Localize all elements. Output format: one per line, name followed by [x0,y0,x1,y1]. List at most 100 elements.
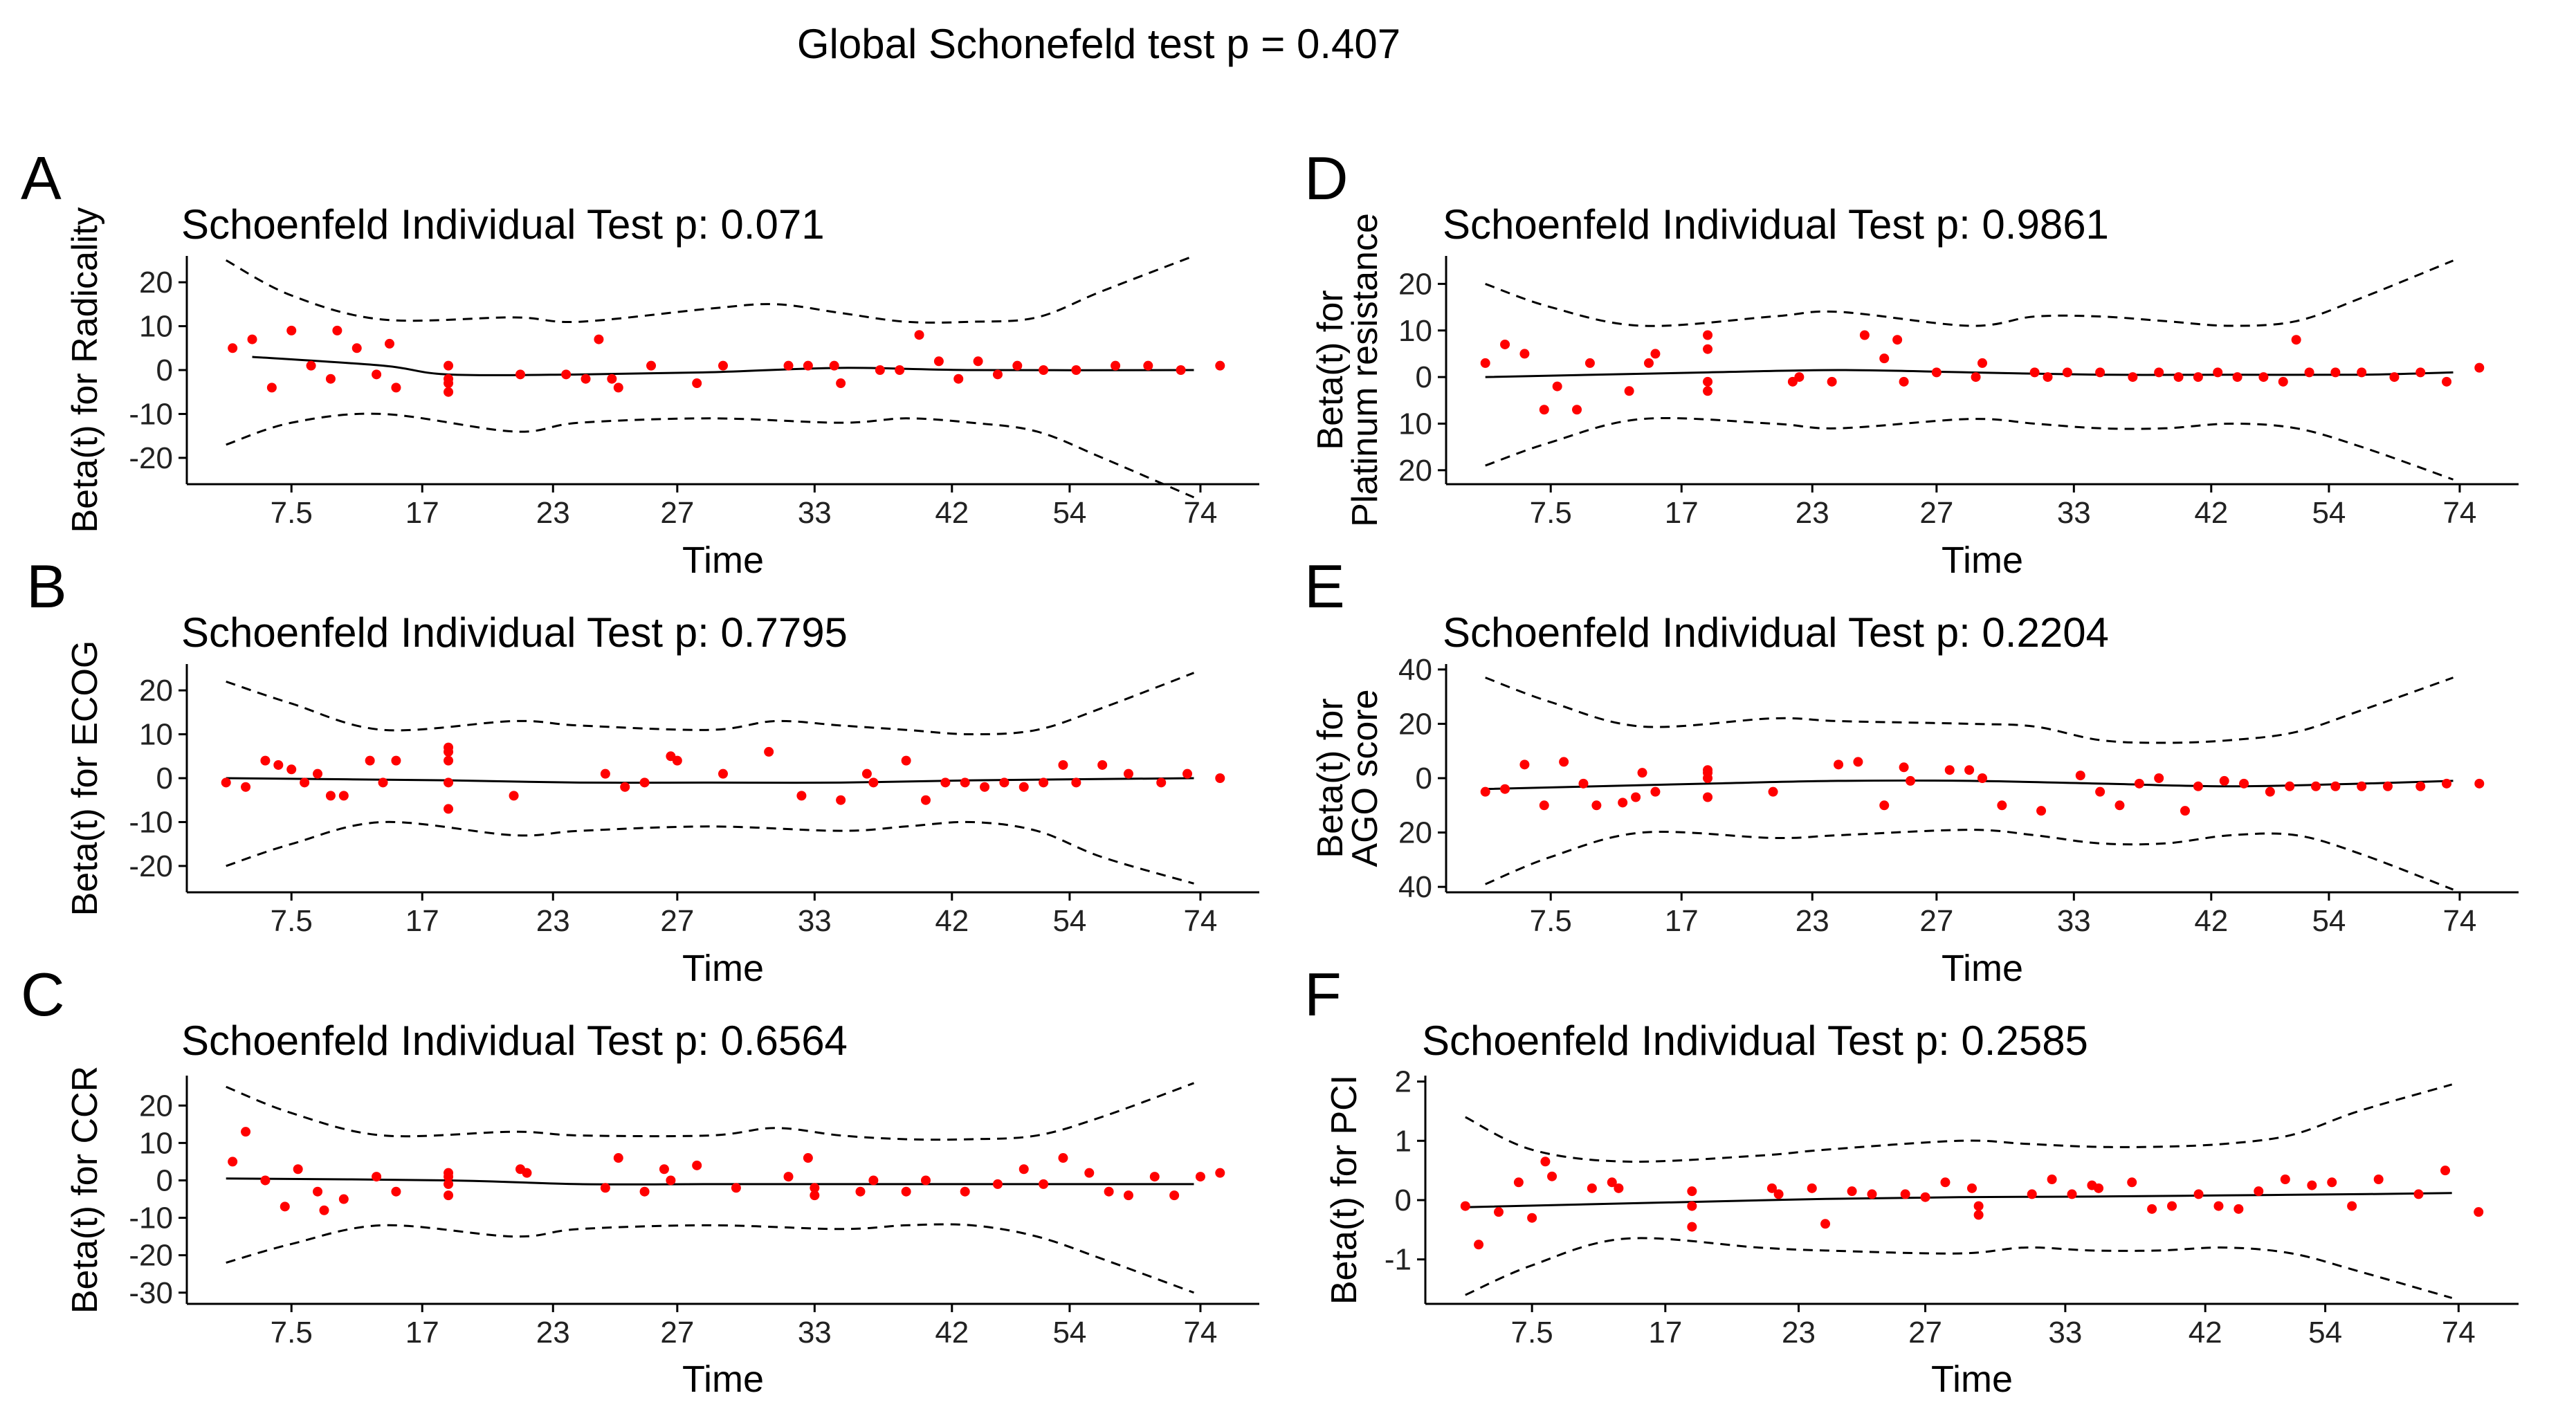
x-tick-label: 74 [1183,904,1217,938]
residual-point [2062,367,2072,378]
residual-point [868,777,879,788]
residual-point [286,764,297,775]
y-axis-label: AGO score [1345,689,1385,867]
residual-point [1012,360,1023,371]
residual-point [384,338,394,349]
residual-point [2180,806,2190,816]
residual-point [1997,800,2007,811]
residual-point [325,374,336,384]
residual-point [2442,376,2452,387]
panel-title: Schoenfeld Individual Test p: 0.6564 [181,1018,848,1064]
y-tick-label: 20 [1398,267,1432,301]
y-tick-label: 0 [1416,762,1432,795]
residual-point [444,755,454,766]
residual-point [1867,1189,1877,1199]
x-tick-label: 33 [798,496,832,530]
x-tick-label: 54 [1052,1316,1086,1350]
residual-point [783,1172,794,1182]
residual-point [1039,365,1049,375]
residual-point [718,360,728,371]
residual-point [1547,1171,1558,1181]
residual-point [1650,349,1661,359]
residual-point [914,330,924,340]
y-tick-label: 40 [1398,653,1432,687]
residual-point [613,1153,623,1163]
residual-point [444,746,454,757]
x-axis-label: Time [682,540,764,581]
residual-point [2382,781,2393,791]
residual-point [1578,778,1589,789]
residual-point [646,360,657,371]
residual-point [2213,1201,2224,1211]
x-tick-label: 42 [935,1316,969,1350]
y-tick-label: 20 [1398,454,1432,488]
residual-point [1618,798,1628,808]
x-tick-label: 74 [2442,904,2476,938]
residual-point [293,1164,303,1175]
residual-point [992,1179,1003,1189]
residual-point [1572,405,1582,415]
x-tick-label: 54 [1052,904,1086,938]
residual-point [1552,381,1562,392]
residual-point [1859,330,1870,340]
residual-point [613,383,623,393]
x-axis-label: Time [1942,948,2023,989]
residual-point [2094,1183,2104,1193]
residual-point [1149,1172,1160,1182]
residual-point [861,768,872,779]
x-tick-label: 23 [536,904,570,938]
y-tick-label: 20 [1398,707,1432,741]
residual-point [1111,360,1121,371]
residual-point [2193,372,2203,383]
residual-point [365,755,375,766]
residual-point [306,360,316,371]
x-tick-label: 17 [1665,496,1699,530]
residual-point [581,374,591,384]
residual-point [351,343,362,353]
y-axis-label: Beta(t) for [1310,290,1351,450]
x-axis-label: Time [682,1359,764,1400]
residual-point [1703,330,1713,340]
residual-point [2075,771,2085,781]
y-tick-label: -20 [129,1239,173,1273]
residual-point [1920,1192,1930,1202]
residual-point [2474,778,2485,789]
residual-point [764,746,774,757]
residual-point [2347,1201,2357,1211]
panel-d: D Schoenfeld Individual Test p: 0.9861 20 1… [1304,144,2519,581]
x-tick-label: 54 [2312,496,2346,530]
smoothed-beta-line [1465,1192,2452,1208]
residual-point [868,1175,879,1186]
x-tick-label: 27 [1919,904,1953,938]
lower-ci-band [1465,1237,2453,1299]
residual-point [1513,1177,1524,1188]
residual-point [1215,773,1225,783]
residual-point [1977,358,1987,368]
residual-point [2304,367,2314,378]
x-tick-label: 27 [1919,496,1953,530]
y-tick-label: 10 [139,1126,173,1160]
residual-point [659,1164,669,1175]
residual-point [2373,1175,2384,1184]
residual-point [1084,1168,1095,1178]
x-axis-label: Time [1942,540,2023,581]
residual-point [228,1157,238,1167]
x-tick-label: 33 [2057,496,2091,530]
residual-point [829,360,839,371]
x-tick-label: 23 [536,496,570,530]
residual-point [783,360,794,371]
x-tick-label: 7.5 [1530,496,1572,530]
x-tick-label: 7.5 [271,496,313,530]
residual-point [1614,1183,1624,1193]
panel-letter: C [21,960,65,1029]
residual-point [1631,792,1641,802]
residual-point [1156,777,1167,788]
residual-point [960,1186,970,1197]
residual-point [2154,367,2164,378]
residual-point [1540,1157,1551,1167]
residual-point [2147,1204,2157,1214]
residual-point [391,1186,401,1197]
residual-point [241,1127,251,1137]
residual-point [1964,765,1975,775]
residual-point [2357,367,2367,378]
